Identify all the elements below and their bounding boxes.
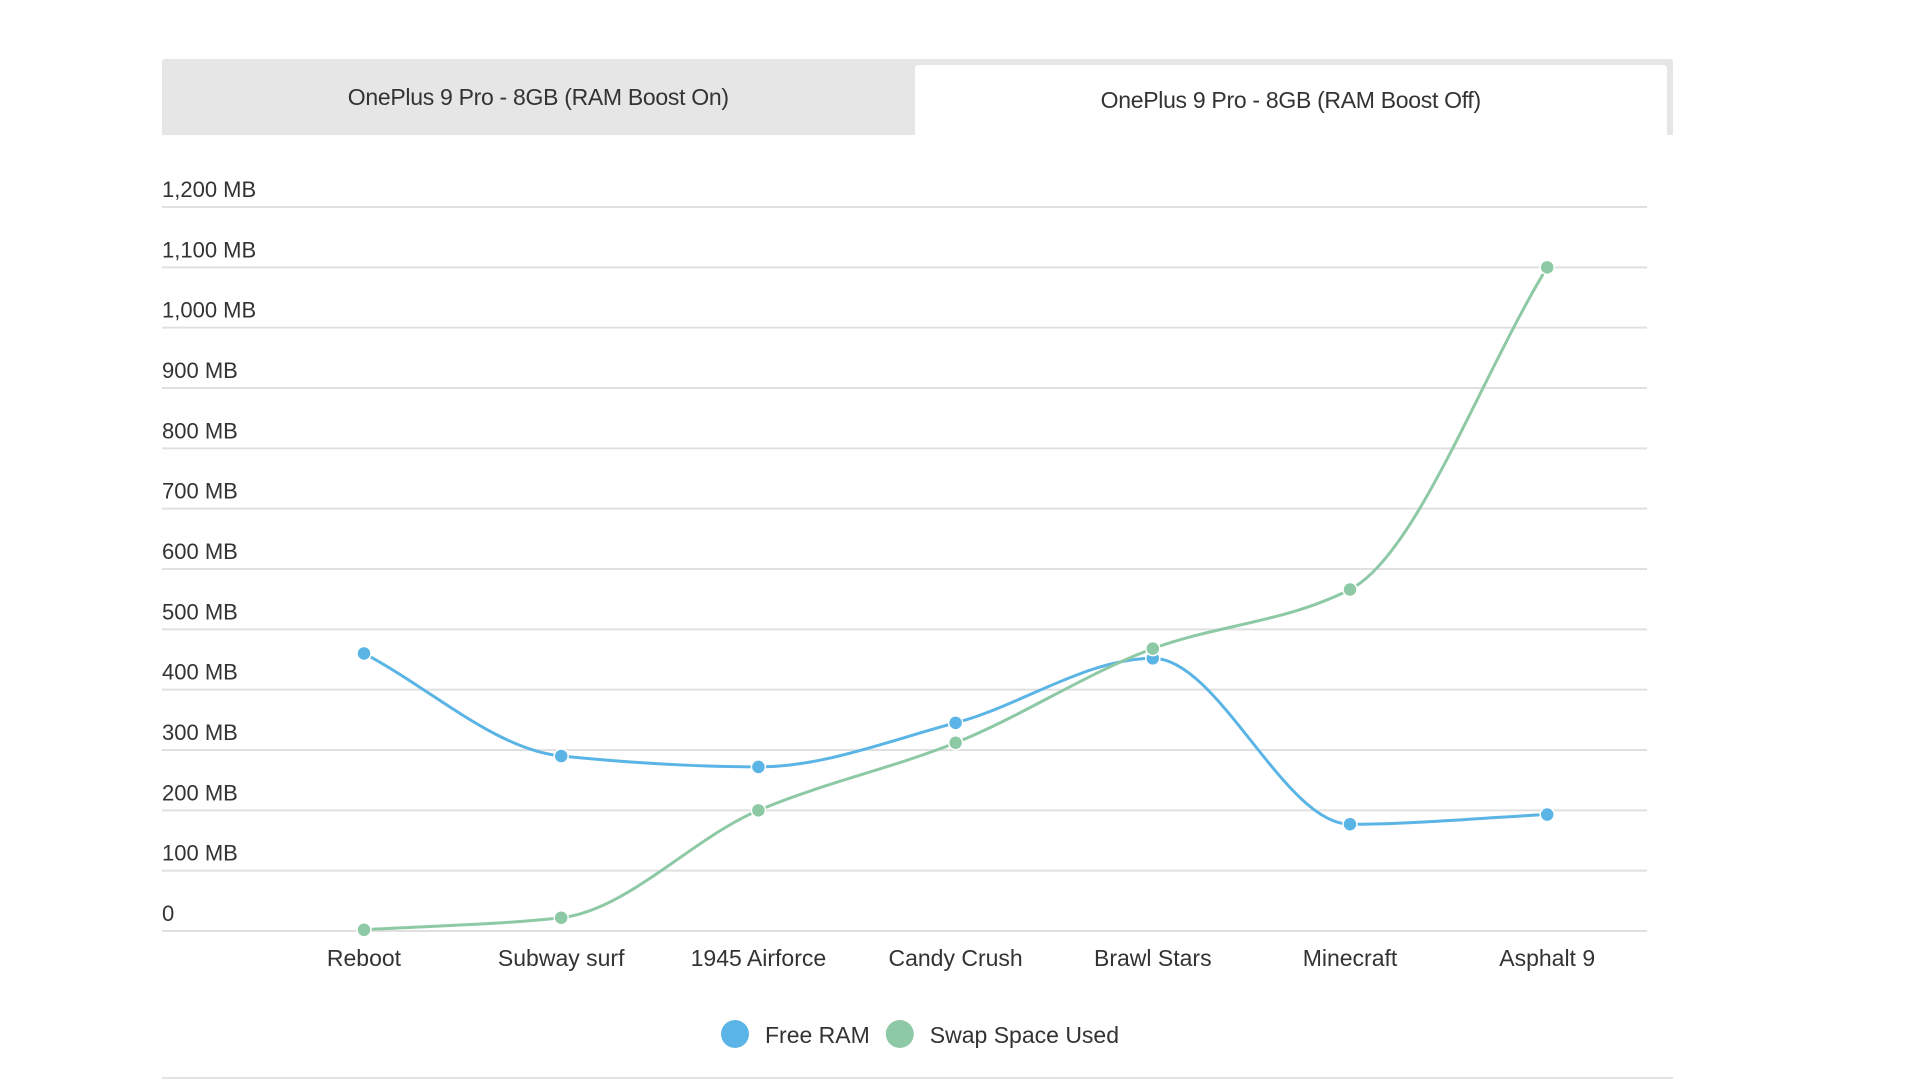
x-tick-label: Candy Crush bbox=[888, 945, 1022, 971]
data-point bbox=[947, 715, 964, 731]
y-tick-label: 700 MB bbox=[162, 479, 238, 504]
data-point bbox=[356, 922, 372, 938]
y-tick-label: 500 MB bbox=[162, 599, 238, 624]
x-tick-label: Reboot bbox=[327, 945, 402, 971]
tab-ram-boost-off[interactable]: OnePlus 9 Pro - 8GB (RAM Boost Off) bbox=[914, 65, 1667, 135]
data-point bbox=[750, 802, 767, 819]
y-tick-label: 1,000 MB bbox=[162, 298, 256, 323]
legend-label-1: Swap Space Used bbox=[930, 1022, 1119, 1048]
y-tick-label: 900 MB bbox=[162, 358, 238, 383]
tab-ram-boost-on[interactable]: OnePlus 9 Pro - 8GB (RAM Boost On) bbox=[347, 83, 729, 110]
legend-swatch-0 bbox=[721, 1020, 749, 1048]
y-tick-label: 1,100 MB bbox=[162, 237, 256, 262]
y-tick-label: 400 MB bbox=[162, 660, 238, 685]
legend-label-0: Free RAM bbox=[765, 1022, 870, 1048]
x-tick-label: Subway surf bbox=[498, 945, 625, 971]
data-point bbox=[750, 759, 767, 775]
data-point bbox=[553, 748, 569, 764]
data-point bbox=[1539, 259, 1555, 276]
device-tabs: OnePlus 9 Pro - 8GB (RAM Boost On) OnePl… bbox=[162, 59, 1673, 135]
x-tick-label: Minecraft bbox=[1303, 945, 1398, 971]
x-tick-label: 1945 Airforce bbox=[691, 945, 827, 971]
data-point bbox=[1342, 816, 1358, 832]
y-tick-label: 800 MB bbox=[162, 418, 238, 443]
y-tick-label: 200 MB bbox=[162, 780, 238, 805]
legend-swatch-1 bbox=[885, 1020, 914, 1048]
y-tick-label: 0 bbox=[162, 901, 174, 926]
data-point bbox=[553, 909, 569, 926]
data-point bbox=[1342, 581, 1358, 598]
bottom-divider bbox=[162, 1077, 1673, 1079]
series-line-1 bbox=[363, 266, 1549, 932]
x-tick-label: Brawl Stars bbox=[1094, 945, 1212, 971]
data-point bbox=[1539, 806, 1555, 823]
data-point bbox=[947, 735, 964, 751]
data-point bbox=[1145, 640, 1161, 657]
data-point bbox=[356, 645, 372, 662]
y-tick-label: 600 MB bbox=[162, 539, 238, 564]
x-tick-label: Asphalt 9 bbox=[1499, 945, 1595, 971]
y-tick-label: 300 MB bbox=[162, 720, 238, 745]
y-tick-label: 100 MB bbox=[162, 841, 238, 866]
y-tick-label: 1,200 MB bbox=[162, 177, 256, 202]
